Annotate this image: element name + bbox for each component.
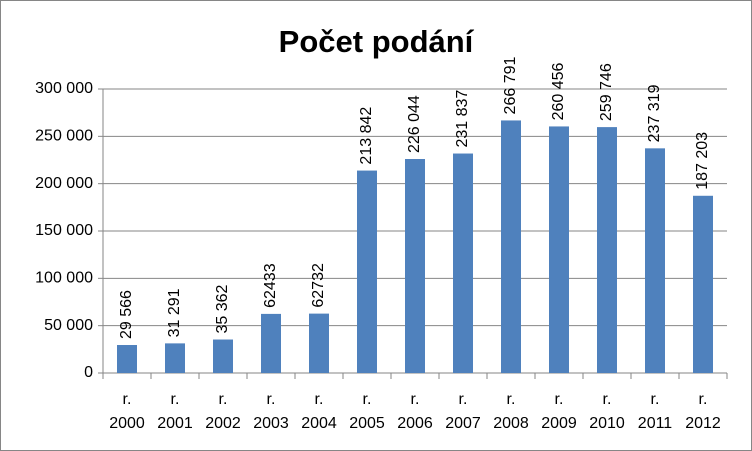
x-tick-label: r. 2005 [349, 391, 385, 432]
bar [261, 313, 281, 373]
bar [693, 195, 713, 373]
x-tick-label: r. 2010 [589, 391, 625, 432]
bar [501, 120, 521, 373]
x-tick-label: r. 2008 [493, 391, 529, 432]
x-tick-label: r. 2003 [253, 391, 289, 432]
value-label: 29 566 [118, 290, 135, 339]
x-tick-label: r. 2002 [205, 391, 241, 432]
bar [309, 313, 329, 373]
y-tick-label: 0 [84, 364, 93, 381]
bar [213, 339, 233, 373]
value-label: 237 319 [646, 84, 663, 142]
value-label: 62433 [262, 263, 279, 308]
x-tick-label: r. 2004 [301, 391, 337, 432]
value-label: 187 203 [694, 132, 711, 190]
y-tick-label: 200 000 [35, 175, 93, 192]
bar [645, 148, 665, 373]
bar [165, 343, 185, 373]
y-tick-label: 50 000 [44, 317, 93, 334]
bar [357, 170, 377, 373]
bar [453, 153, 473, 373]
value-label: 231 837 [454, 90, 471, 148]
y-tick-label: 250 000 [35, 128, 93, 145]
value-label: 35 362 [214, 284, 231, 333]
bar [549, 126, 569, 373]
value-label: 226 044 [406, 95, 423, 153]
x-tick-label: r. 2006 [397, 391, 433, 432]
value-label: 260 456 [550, 62, 567, 120]
bar [597, 127, 617, 373]
x-tick-label: r. 2012 [685, 391, 721, 432]
value-label: 31 291 [166, 288, 183, 337]
x-tick-label: r. 2000 [109, 391, 145, 432]
x-tick-label: r. 2001 [157, 391, 193, 432]
value-label: 213 842 [358, 107, 375, 165]
x-tick-label: r. 2011 [637, 391, 673, 432]
bar [405, 159, 425, 373]
bar [117, 345, 137, 373]
x-tick-label: r. 2007 [445, 391, 481, 432]
x-tick-label: r. 2009 [541, 391, 577, 432]
y-tick-label: 150 000 [35, 222, 93, 239]
value-label: 62732 [310, 263, 327, 308]
value-label: 266 791 [502, 57, 519, 115]
y-tick-label: 300 000 [35, 80, 93, 97]
chart-title: Počet podání [279, 24, 475, 59]
value-label: 259 746 [598, 63, 615, 121]
y-tick-label: 100 000 [35, 270, 93, 287]
